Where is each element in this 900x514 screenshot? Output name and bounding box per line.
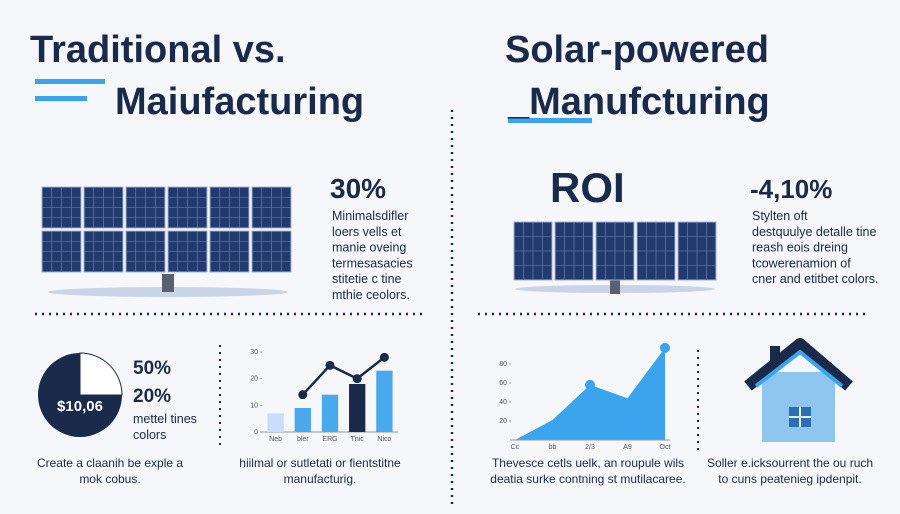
x-tick-label: Nico — [377, 436, 391, 443]
body-text: manie oveing — [332, 241, 406, 255]
x-tick-label: Tnic — [351, 436, 365, 443]
note: colors — [133, 428, 166, 442]
pie-slice — [79, 352, 123, 396]
bar — [294, 408, 311, 432]
house-icon — [744, 338, 853, 442]
pie-label: $10,06 — [57, 398, 103, 415]
y-tick-label: 80 — [499, 361, 507, 368]
x-tick-label: Neb — [269, 436, 282, 443]
bar — [267, 413, 284, 432]
body-text: Stylten oft — [752, 209, 808, 223]
caption: deatia surke contning st mutilacaree. — [490, 472, 685, 486]
x-tick-label: ERG — [322, 436, 337, 443]
bar — [376, 370, 393, 432]
body-text: stitetie c tine — [332, 272, 402, 286]
y-tick-label: 20 — [250, 376, 258, 383]
bar — [321, 394, 339, 432]
y-tick-label: 60 — [499, 380, 507, 387]
accent-line — [508, 118, 592, 123]
caption: to cuns peatenieg ipdenpit. — [718, 472, 861, 486]
caption: Thevesce cetls uelk, an roupule wils — [492, 456, 684, 470]
roof — [744, 338, 853, 391]
trend-line — [301, 356, 386, 396]
solar-panel — [41, 186, 292, 297]
roi-label: ROI — [550, 164, 625, 211]
stat: 30% — [330, 173, 386, 204]
x-tick-label: Oct — [660, 444, 671, 451]
accent-line — [35, 96, 87, 101]
y-tick-label: 40 — [499, 399, 507, 406]
y-tick-label: 30 — [250, 349, 258, 356]
accent-line — [35, 79, 105, 84]
stat: -4,10% — [750, 174, 832, 204]
y-tick-label: 0 — [254, 429, 258, 436]
caption: manufacturig. — [284, 472, 357, 486]
x-tick-label: bb — [549, 444, 557, 451]
area-point — [585, 379, 595, 390]
body-text: Minimalsdifler — [332, 209, 408, 223]
body-text: loers vells et — [332, 225, 402, 239]
trend-point — [379, 352, 389, 362]
caption: Soller e.icksourrent the ou ruch — [707, 456, 873, 470]
title: _Manufcturing — [507, 81, 770, 123]
y-tick-label: 10 — [250, 402, 258, 409]
stand — [162, 274, 174, 292]
trend-point — [352, 374, 362, 384]
x-tick-label: Cc — [511, 444, 520, 451]
body-text: mthie ceolors. — [332, 288, 410, 302]
y-tick-label: 20 — [499, 418, 507, 425]
trend-point — [298, 390, 308, 400]
caption: mok cobus. — [79, 472, 140, 486]
note: mettel tines — [133, 412, 197, 426]
body-text: cner and etitbet colors. — [752, 272, 878, 286]
area-point — [660, 342, 670, 353]
body-text: reash eois dreing — [752, 241, 848, 255]
solar-panel — [513, 221, 717, 294]
roof-trim — [754, 349, 844, 388]
x-tick-label: bler — [297, 436, 309, 443]
bar — [349, 384, 366, 432]
body-text: tcowerenamion of — [752, 256, 851, 270]
title: Solar-powered — [505, 29, 769, 71]
body-text: termesasacies — [332, 256, 413, 270]
trend-point — [325, 360, 335, 370]
area — [515, 347, 665, 440]
stand — [610, 280, 620, 294]
x-tick-label: 2/3 — [585, 444, 595, 451]
caption: hiilmal or sutletati or fientstitne — [239, 456, 401, 470]
x-tick-label: A9 — [623, 444, 632, 451]
title: Maiufacturing — [115, 81, 364, 123]
caption: Create a claanih be exple a — [37, 456, 183, 470]
body-text: destquulye detalle tine — [752, 225, 876, 239]
chimney — [770, 346, 780, 364]
window-frame — [789, 407, 811, 427]
stat: 50% — [133, 358, 171, 379]
stat: 20% — [133, 386, 171, 407]
title: Traditional vs. — [30, 29, 286, 71]
